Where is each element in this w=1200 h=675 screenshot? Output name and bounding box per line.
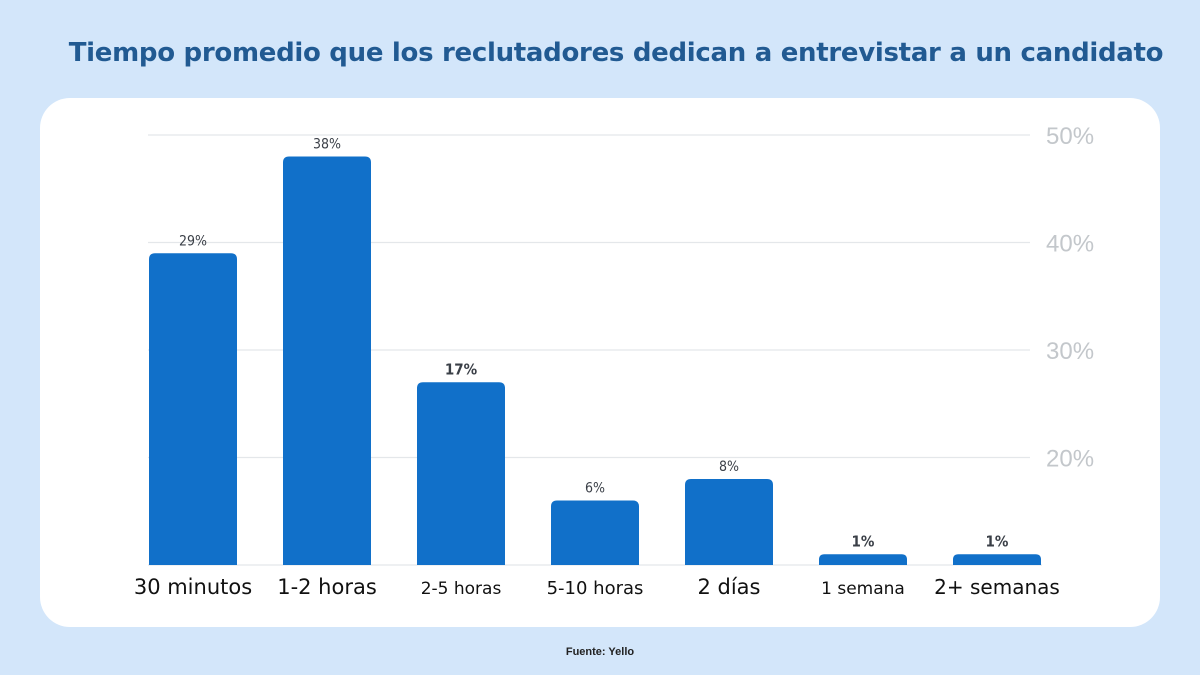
data-label: 8% <box>719 459 739 475</box>
y-tick-label: 50% <box>1046 123 1094 150</box>
bar <box>819 554 907 565</box>
x-tick-label: 2 días <box>697 575 760 599</box>
x-tick-label: 2-5 horas <box>421 579 502 599</box>
y-tick-label: 30% <box>1046 338 1094 365</box>
data-label: 1% <box>986 532 1009 550</box>
bar <box>283 156 371 565</box>
y-tick-label: 40% <box>1046 231 1094 258</box>
x-tick-label: 1-2 horas <box>277 575 377 599</box>
bar <box>685 479 773 565</box>
bar <box>551 500 639 565</box>
chart-title: Tiempo promedio que los reclutadores ded… <box>68 38 1164 68</box>
bar <box>953 554 1041 565</box>
x-tick-label: 2+ semanas <box>934 575 1060 599</box>
x-tick-label: 1 semana <box>821 579 905 599</box>
data-label: 6% <box>585 481 605 497</box>
x-tick-label: 30 minutos <box>134 575 252 599</box>
y-tick-label: 20% <box>1046 446 1094 473</box>
data-label: 1% <box>852 532 875 550</box>
source-note: Fuente: Yello <box>565 646 635 658</box>
data-label: 17% <box>445 360 478 378</box>
bar <box>149 253 237 565</box>
data-label: 29% <box>179 233 207 249</box>
x-tick-label: 5-10 horas <box>547 578 644 599</box>
bar <box>417 382 505 565</box>
data-label: 38% <box>313 137 341 153</box>
